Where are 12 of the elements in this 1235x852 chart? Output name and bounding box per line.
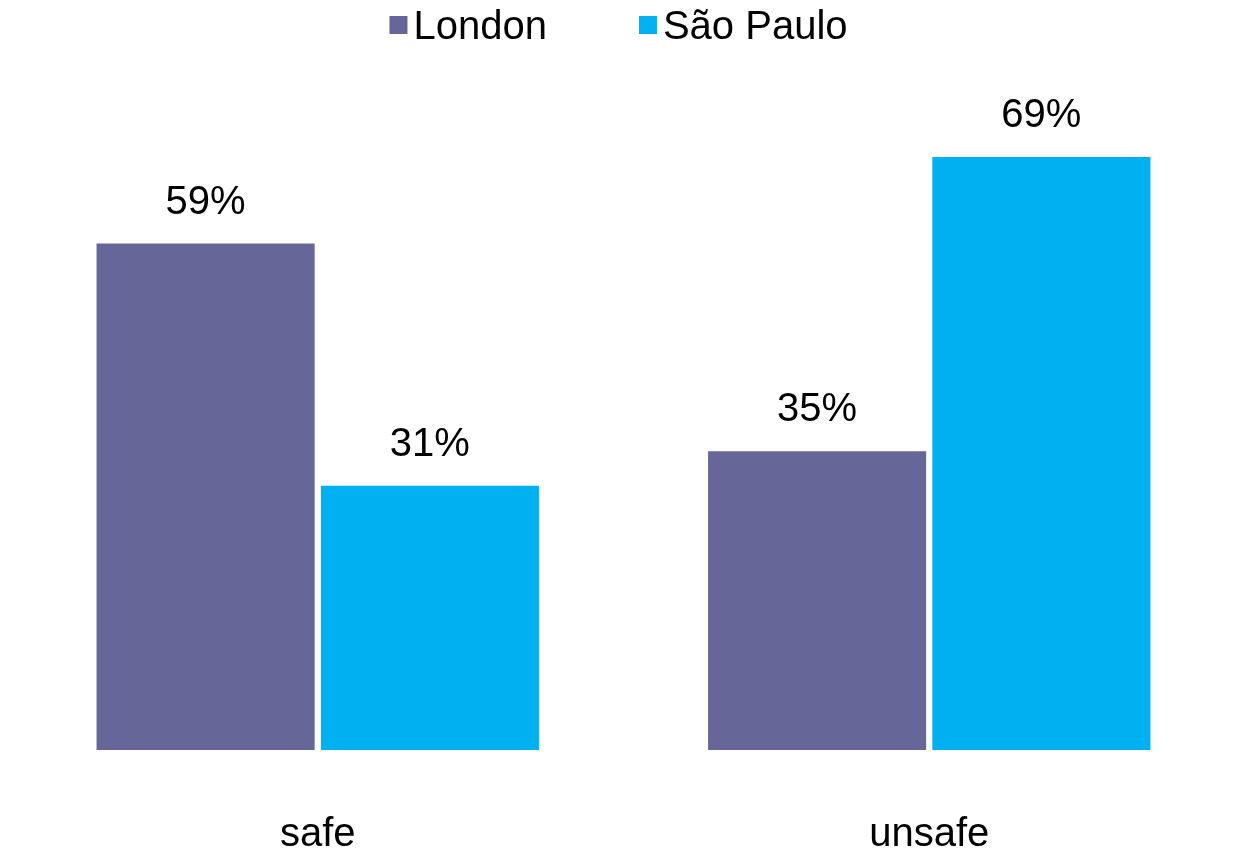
bar [318, 483, 541, 752]
legend-label: São Paulo [662, 3, 848, 47]
x-tick-label: safe [279, 810, 356, 852]
data-label: 69% [1001, 91, 1082, 135]
bar [930, 155, 1153, 752]
bar [706, 449, 929, 752]
data-label: 59% [165, 177, 246, 222]
data-label: 35% [777, 385, 858, 430]
legend-label: London [413, 3, 547, 47]
data-label: 31% [389, 419, 470, 464]
x-tick-label: unsafe [869, 810, 990, 852]
bar [94, 241, 317, 752]
